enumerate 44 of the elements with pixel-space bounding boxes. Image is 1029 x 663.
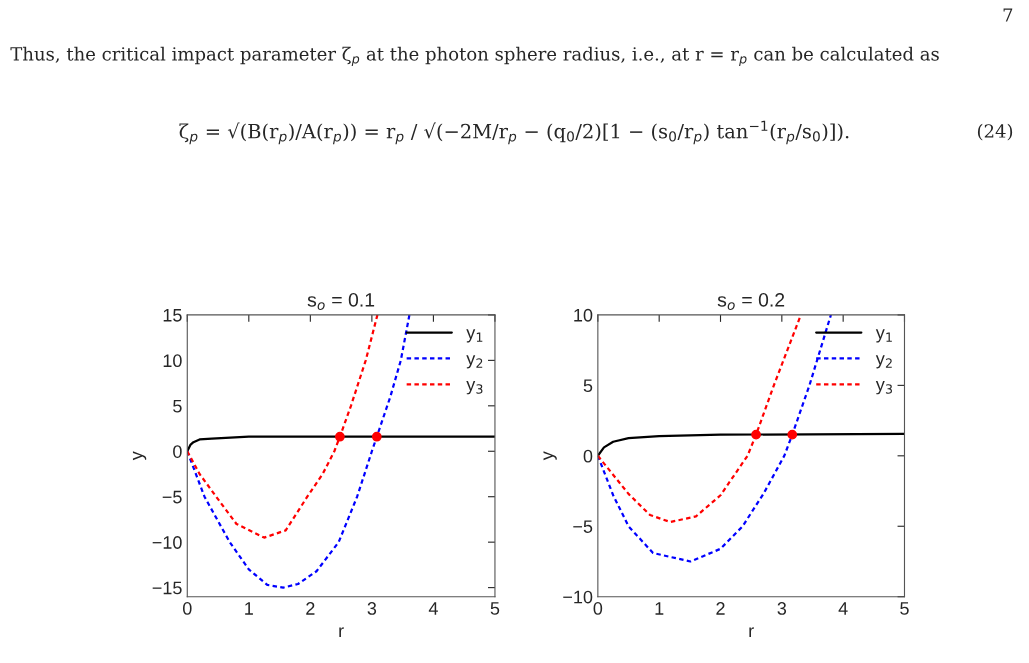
y-tick-label: −10 [563,590,593,604]
x-tick-label: 2 [716,602,725,615]
x-tick-label: 4 [428,602,438,615]
x-tick-label: 1 [245,602,253,615]
y-tick-label: 0 [583,449,593,463]
line-series [187,435,495,453]
y-tick-label: 15 [163,309,182,322]
text: 7 [1003,8,1013,22]
x-tick-label: 5 [900,602,909,615]
legend-label: y$_{2}$ [466,355,483,369]
x-tick-label: 3 [367,602,377,615]
x-tick-label: 1 [655,602,664,615]
x-axis-title: r [749,627,754,638]
y-tick-label: 5 [583,379,593,393]
line-series [597,432,905,457]
chart-title: s$_{o}$ = 0.2 [717,292,785,310]
text: Thus, the critical impact parameter ζ$_{p}$ at the photon sphere radius, i.e., at r = r$_{p}$ can be calculated as [10,46,939,67]
legend-label: y$_{1}$ [875,329,892,343]
x-axis-title: r [339,627,344,638]
y-tick-label: −10 [152,536,182,549]
chart-title: s$_{o}$ = 0.1 [307,292,375,310]
legend-label: y$_{2}$ [875,355,892,369]
line-series [187,314,379,539]
legend-label: y$_{1}$ [466,329,483,343]
x-tick-label: 5 [490,602,500,615]
x-tick-label: 2 [306,602,315,615]
x-tick-label: 0 [593,602,603,615]
y-axis-title: y [132,451,147,461]
y-tick-label: 0 [173,445,182,458]
y-tick-label: 10 [574,308,593,322]
y-tick-label: −15 [152,581,182,595]
x-tick-label: 4 [838,602,848,615]
line-series [187,314,411,589]
text: (24) [977,123,1013,141]
x-tick-label: 0 [182,602,192,615]
y-tick-label: 10 [163,354,182,368]
y-axis-title: y [543,451,557,461]
legend-label: y$_{3}$ [466,381,483,395]
y-tick-label: −5 [162,490,182,504]
legend-label: y$_{3}$ [875,381,893,395]
y-tick-label: −5 [573,520,593,533]
x-tick-label: 3 [777,602,787,615]
text: ζ$_{p}$ = √(B(r$_{p}$)/A(r$_{p}$)) = r$_{p}$ / √(−2M/r$_{p}$ − (q$_{0}$/2)[1 − (s$_{0}$/r$_{p}$) tan$^{−1}$(r$_{p}$/s$_{0}$)]). [179,120,849,145]
y-tick-label: 5 [173,399,182,413]
